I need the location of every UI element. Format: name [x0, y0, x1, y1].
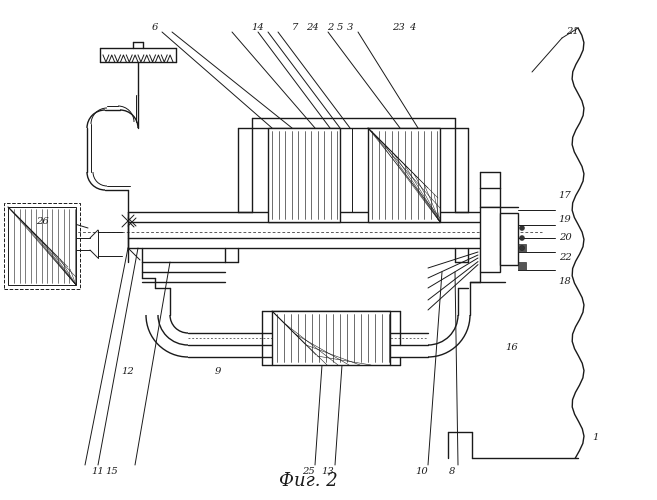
Text: 25: 25: [302, 468, 315, 476]
Text: 20: 20: [558, 234, 572, 242]
Text: 23: 23: [392, 24, 404, 32]
Text: 19: 19: [558, 216, 572, 224]
Text: 26: 26: [35, 218, 49, 226]
Text: 14: 14: [252, 24, 264, 32]
Text: Фиг. 2: Фиг. 2: [279, 472, 338, 490]
Bar: [518, 244, 526, 252]
Circle shape: [520, 246, 524, 250]
Text: 11: 11: [91, 468, 104, 476]
Text: 2: 2: [327, 24, 333, 32]
Bar: [480, 207, 500, 272]
Text: 22: 22: [558, 254, 572, 262]
Text: 18: 18: [558, 278, 572, 286]
Text: 5: 5: [337, 24, 343, 32]
Text: 12: 12: [122, 368, 135, 376]
Text: 24: 24: [306, 24, 319, 32]
Text: 10: 10: [416, 468, 428, 476]
Text: 21: 21: [566, 28, 578, 36]
Text: 16: 16: [506, 344, 518, 352]
Text: 7: 7: [292, 24, 298, 32]
Bar: [8, 207, 76, 285]
Circle shape: [520, 226, 524, 230]
Bar: [500, 213, 518, 265]
Bar: [268, 128, 340, 222]
Text: 13: 13: [322, 468, 334, 476]
Text: 8: 8: [449, 468, 455, 476]
Text: 17: 17: [558, 190, 572, 200]
Bar: [272, 311, 390, 365]
Text: 4: 4: [409, 24, 415, 32]
Text: 3: 3: [347, 24, 353, 32]
Text: 1: 1: [592, 434, 598, 442]
Text: 9: 9: [215, 368, 221, 376]
Bar: [518, 262, 526, 270]
Bar: [368, 128, 440, 222]
Text: 15: 15: [106, 468, 118, 476]
Text: 6: 6: [152, 24, 158, 32]
Circle shape: [520, 236, 524, 240]
Bar: [4, 203, 80, 289]
